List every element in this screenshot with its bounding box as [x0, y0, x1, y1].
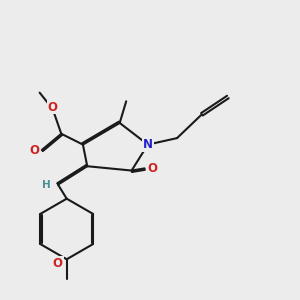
Text: N: N: [143, 138, 153, 151]
Text: O: O: [48, 101, 58, 114]
Text: O: O: [53, 257, 63, 270]
Text: O: O: [147, 162, 157, 175]
Text: H: H: [42, 180, 51, 190]
Text: O: O: [29, 143, 39, 157]
